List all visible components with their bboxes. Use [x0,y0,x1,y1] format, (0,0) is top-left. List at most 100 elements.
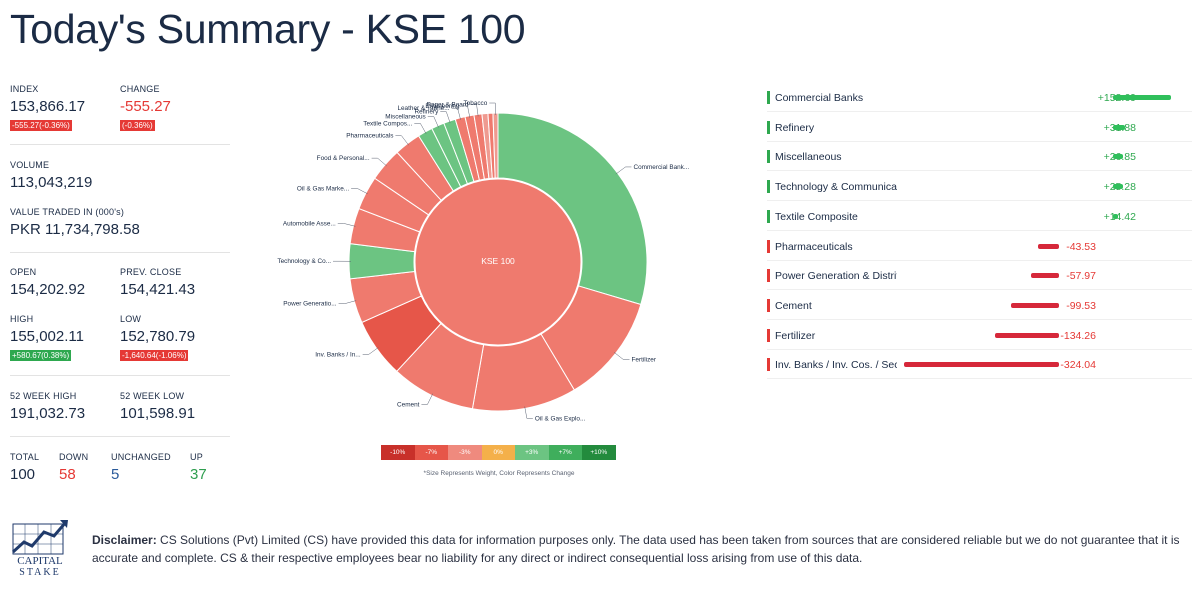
slice-label: Inv. Banks / In... [315,351,361,358]
value-traded-stat: VALUE TRADED IN (000's) PKR 11,734,798.5… [10,207,140,238]
sector-weight-sunburst: KSE 100 Commercial Bank... Fertilizer Oil &… [277,95,720,440]
sector-name: Power Generation & Distrit [775,270,897,283]
index-stat: INDEX 153,866.17 -555.27(-0.36%) [10,84,85,133]
page-title: Today's Summary - KSE 100 [10,6,526,52]
sector-indicator [767,209,770,223]
slice-leader-line [421,393,433,405]
low-label: LOW [120,314,142,324]
up-stat: UP 37 [190,452,207,483]
high-label: HIGH [10,314,34,324]
high-value: 155,002.11 [10,328,84,345]
slice-label: Engineering [425,103,460,110]
sector-slice[interactable] [492,112,499,179]
slice-label: Miscellaneous [385,114,426,121]
sector-indicator [767,298,770,312]
sector-bar [1113,213,1119,219]
sector-row[interactable]: Fertilizer -134.26 [767,322,1192,350]
logo-line1: CAPITAL [17,555,63,567]
capital-stake-logo: CAPITAL STAKE [10,518,70,578]
slice-label: Paper & Board [427,101,469,108]
volume-label: VOLUME [10,160,50,170]
sector-bar [1113,154,1124,160]
sector-name: Fertilizer [775,329,816,342]
unchanged-value: 5 [111,466,120,483]
slice-label: Food & Personal... [317,155,370,162]
sector-row[interactable]: Inv. Banks / Inv. Cos. / Secur -324.04 [767,351,1192,380]
center-label: KSE 100 [481,256,515,266]
sector-row[interactable]: Commercial Banks+152.69 [767,84,1192,112]
slice-leader-line [470,104,479,117]
sector-row[interactable]: Textile Composite +14.42 [767,203,1192,231]
low-value: 152,780.79 [120,328,196,345]
sector-name: Cement [775,299,812,312]
sector-bar [1038,243,1059,249]
slice-label: Cement [397,401,420,408]
disclaimer-body: CS Solutions (Pvt) Limited (CS) have pro… [92,533,1180,565]
sector-indicator [767,358,770,372]
sector-bar [1113,95,1171,100]
week52-high-value: 191,032.73 [10,405,86,422]
sector-indicator [767,269,770,283]
sector-name: Technology & Communicati [775,181,897,194]
divider [10,252,230,253]
scale-step: 0% [481,445,515,460]
sector-bar [1113,184,1123,190]
slice-label: Automobile Asse... [283,220,336,227]
sector-row[interactable]: Power Generation & Distrit -57.97 [767,262,1192,291]
sector-name: Commercial Banks [775,92,864,104]
slice-leader-line [615,166,632,175]
sector-value: +26.85 [1056,151,1136,163]
volume-value: 113,043,219 [10,174,93,191]
logo-line2: STAKE [19,567,60,578]
scale-step: +3% [515,445,549,460]
scale-step: -10% [381,445,415,460]
slice-label: Leather & Tanne... [397,105,449,112]
prev-close-stat: PREV. CLOSE 154,421.43 [120,267,195,298]
slice-leader-line [337,223,356,227]
slice-label: Oil & Gas Explo... [535,415,586,422]
sector-row[interactable]: Pharmaceuticals -43.53 [767,233,1192,261]
sector-value: -99.53 [1066,299,1096,312]
slice-leader-line [440,111,451,124]
value-traded-label: VALUE TRADED IN (000's) [10,207,125,217]
sector-name: Miscellaneous [775,151,842,164]
unchanged-label: UNCHANGED [111,452,171,462]
chart-note: *Size Represents Weight, Color Represent… [423,470,575,477]
slice-label: Technology & Co... [277,258,331,265]
sector-row[interactable]: Cement -99.53 [767,292,1192,320]
change-label: CHANGE [120,84,160,94]
total-value: 100 [10,466,36,483]
slice-leader-line [371,157,387,167]
sector-value: +25.28 [1056,181,1136,193]
sunburst-svg: KSE 100 Commercial Bank... Fertilizer Oil &… [277,100,689,422]
up-label: UP [190,452,203,462]
change-badge: (-0.36%) [120,120,155,131]
sector-name: Pharmaceuticals [775,240,853,253]
sector-bar [904,362,1059,368]
open-label: OPEN [10,267,37,277]
change-value: -555.27 [120,98,171,115]
low-badge: -1,640.64(-1.06%) [120,350,189,361]
slice-leader-line [338,300,357,304]
sector-indicator [767,239,770,253]
sector-row[interactable]: Technology & Communicati +25.28 [767,173,1192,202]
total-label: TOTAL [10,452,40,462]
week52-low-value: 101,598.91 [120,405,196,422]
sector-slice[interactable] [497,112,648,306]
slice-leader-line [362,347,379,355]
prev-close-value: 154,421.43 [120,281,196,298]
down-stat: DOWN 58 [59,452,88,483]
sector-row[interactable]: Refinery+31.88 [767,114,1192,142]
index-label: INDEX [10,84,39,94]
slice-leader-line [451,107,461,120]
high-stat: HIGH 155,002.11 +580.67(0.38%) [10,314,84,363]
slice-label: Pharmaceuticals [346,133,393,140]
sector-indicator [767,180,770,194]
prev-close-label: PREV. CLOSE [120,267,182,277]
center-index-segment[interactable] [414,178,582,346]
slice-label: Tobacco [463,100,487,107]
total-stat: TOTAL 100 [10,452,39,483]
sector-bar [1011,302,1059,308]
sector-row[interactable]: Miscellaneous +26.85 [767,143,1192,172]
index-change-badge: -555.27(-0.36%) [10,120,72,131]
